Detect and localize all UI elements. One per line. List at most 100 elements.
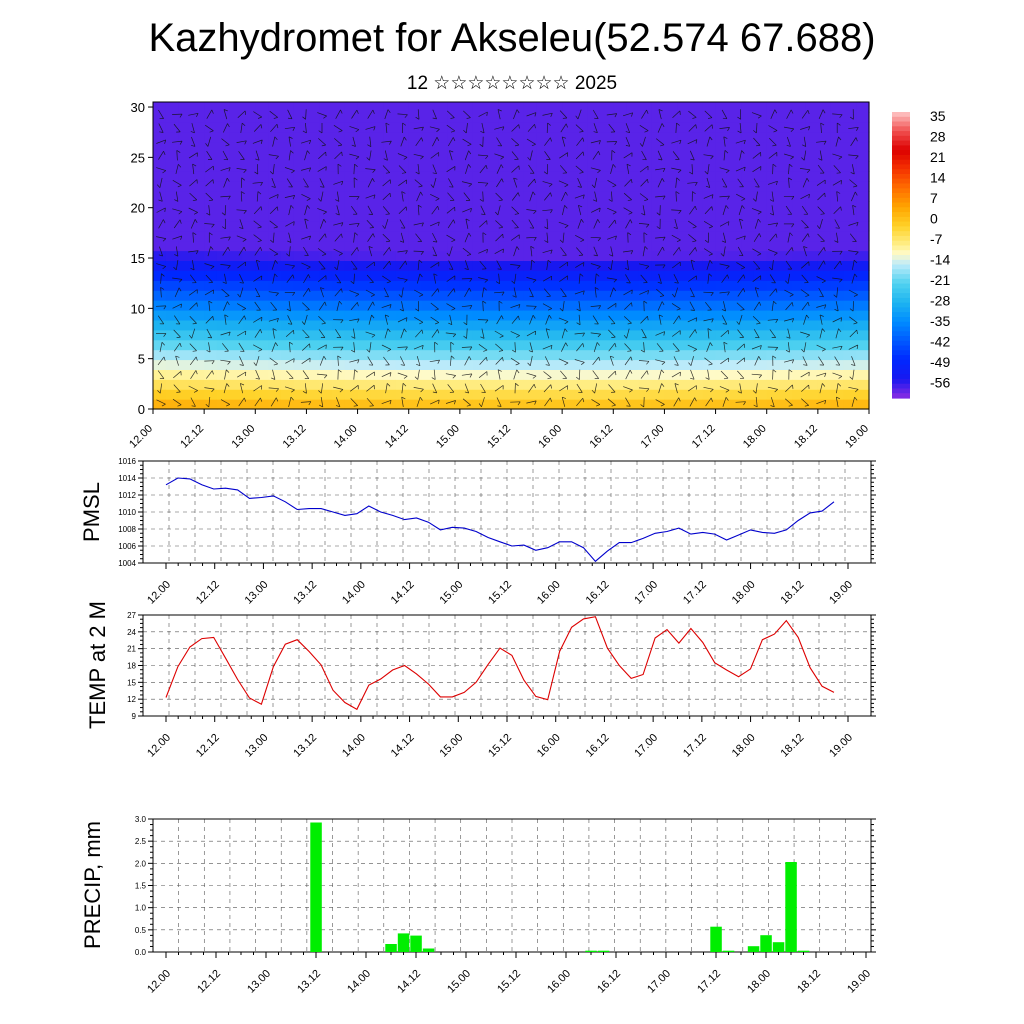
wind-barb <box>401 397 404 407</box>
heatmap-cell <box>408 359 423 370</box>
wind-barb <box>446 303 456 309</box>
heatmap-cell <box>728 399 742 410</box>
heatmap-cell <box>447 230 461 242</box>
wind-barb-flag <box>502 248 504 253</box>
wind-barb-flag <box>775 181 778 186</box>
heatmap-cell <box>280 280 295 291</box>
heatmap-cell <box>626 230 640 242</box>
heatmap-cell <box>690 131 704 143</box>
colorbar-step <box>892 140 910 146</box>
wind-barb <box>594 383 598 394</box>
wind-barb <box>622 250 633 253</box>
wind-barb-flag <box>175 355 180 358</box>
heatmap-cell <box>191 280 205 291</box>
heatmap-cell <box>830 319 844 331</box>
wind-barb <box>513 177 518 188</box>
heatmap-cell <box>421 270 435 281</box>
wind-barb-flag <box>371 314 375 319</box>
colorbar-step <box>892 221 910 227</box>
wind-barb <box>755 383 758 394</box>
wind-barb <box>238 151 245 160</box>
heatmap-cell <box>280 240 295 252</box>
wind-barb-flag <box>789 163 793 167</box>
wind-barb-flag <box>501 291 505 296</box>
pmsl-panel-y-tick-label: 1014 <box>118 474 136 483</box>
heatmap-cell <box>817 131 832 143</box>
wind-barb <box>369 136 372 147</box>
heatmap-cell <box>242 161 256 172</box>
wind-barb-flag <box>808 194 810 199</box>
wind-barb-flag <box>255 377 260 380</box>
wind-barb-flag <box>463 322 468 326</box>
wind-barb <box>655 138 665 146</box>
heatmap-cell <box>459 171 474 182</box>
wind-barb <box>301 262 311 268</box>
heatmap-cell <box>587 111 602 123</box>
wind-barb-flag <box>646 361 650 365</box>
wind-barb-flag <box>775 222 779 227</box>
wind-barb-flag <box>176 150 181 153</box>
wind-barb <box>479 356 487 365</box>
wind-barb-flag <box>243 169 247 173</box>
wind-barb <box>367 233 374 242</box>
heatmap-cell <box>702 300 717 311</box>
heatmap-cell <box>638 339 653 351</box>
heatmap-cell <box>856 389 870 400</box>
wind-barb-flag <box>759 345 762 350</box>
wind-barb-flag <box>822 383 826 387</box>
heatmap-cell <box>664 161 678 172</box>
heatmap-cell <box>626 319 640 331</box>
heatmap-cell <box>651 300 665 311</box>
heatmap-cell <box>178 111 192 123</box>
wind-barb-flag <box>468 232 472 237</box>
pmsl-panel-y-tick-label: 1012 <box>118 491 136 500</box>
wind-barb-flag <box>837 383 842 387</box>
wind-barb <box>658 369 662 380</box>
wind-barb-flag <box>209 130 214 133</box>
colorbar-step <box>892 240 910 247</box>
heatmap-cell <box>830 230 844 242</box>
heatmap-y-tick-label: 25 <box>131 150 145 165</box>
heatmap-cell <box>242 300 256 311</box>
wind-barb <box>496 178 503 188</box>
heatmap-cell <box>613 181 627 192</box>
wind-barb <box>369 342 372 353</box>
heatmap-cell <box>498 220 512 232</box>
heatmap-cell <box>728 369 742 380</box>
wind-barb <box>397 153 408 158</box>
heatmap-cell <box>178 102 192 113</box>
wind-barb <box>220 399 230 405</box>
colorbar-step <box>892 197 910 204</box>
wind-barb <box>462 138 472 145</box>
heatmap-cell <box>178 339 192 351</box>
heatmap-cell <box>485 181 499 192</box>
heatmap-cell <box>779 151 793 162</box>
precip-panel-x-tick-label: 14.00 <box>345 968 373 996</box>
heatmap-cell <box>357 102 371 113</box>
heatmap-cell <box>485 220 499 232</box>
temp-panel-x-tick-label: 14.00 <box>340 732 368 760</box>
wind-barb-flag <box>419 273 423 278</box>
wind-barb-flag <box>801 349 805 353</box>
heatmap-cell <box>178 121 192 133</box>
heatmap-cell <box>319 171 333 182</box>
wind-barb <box>385 383 388 394</box>
heatmap-cell <box>383 210 397 222</box>
wind-barb <box>610 164 614 174</box>
heatmap-cell <box>395 250 410 261</box>
wind-barb <box>272 328 275 339</box>
heatmap-cell <box>293 141 307 153</box>
heatmap-cell <box>677 161 691 172</box>
wind-barb-flag <box>757 253 762 256</box>
wind-barb <box>189 192 198 201</box>
heatmap-cell <box>306 369 320 380</box>
wind-barb <box>640 315 648 324</box>
wind-barb-flag <box>773 130 778 133</box>
wind-barb <box>657 150 663 161</box>
wind-barb-flag <box>432 391 437 394</box>
heatmap-cell <box>728 270 742 281</box>
wind-barb-flag <box>629 369 633 374</box>
wind-barb <box>832 179 842 186</box>
heatmap-cell <box>805 102 819 113</box>
wind-barb <box>220 167 231 171</box>
